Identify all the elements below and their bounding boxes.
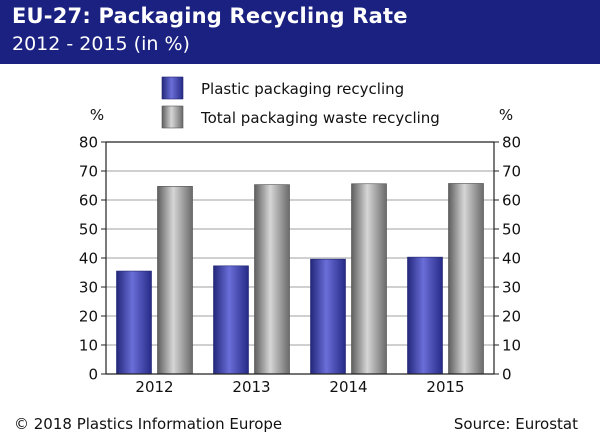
x-tick-label: 2013	[232, 378, 270, 396]
y-tick-label-left: 70	[79, 163, 98, 181]
bar-plastic-packaging	[407, 256, 443, 375]
y-tick-label-left: 0	[88, 366, 98, 384]
y-tick-label-right: 10	[502, 337, 521, 355]
x-tick-label: 2014	[329, 378, 367, 396]
y-tick-label-left: 30	[79, 279, 98, 297]
legend-label-plastic: Plastic packaging recycling	[201, 80, 404, 98]
chart-subtitle: 2012 - 2015 (in %)	[12, 33, 190, 55]
y-tick-label-right: 70	[502, 163, 521, 181]
y-tick-label-right: 40	[502, 250, 521, 268]
y-tick-label-left: 50	[79, 221, 98, 239]
x-tick-label: 2012	[135, 378, 173, 396]
title-bar: EU-27: Packaging Recycling Rate 2012 - 2…	[0, 0, 600, 64]
legend: Plastic packaging recycling Total packag…	[161, 76, 440, 129]
source-text: Source: Eurostat	[453, 415, 578, 433]
y-axis-unit-left: %	[90, 106, 104, 124]
y-tick-label-right: 20	[502, 308, 521, 326]
legend-swatch-total	[161, 105, 184, 129]
x-tick-label: 2015	[426, 378, 464, 396]
y-tick-label-left: 10	[79, 337, 98, 355]
y-tick-label-right: 80	[502, 134, 521, 152]
chart-title: EU-27: Packaging Recycling Rate	[12, 4, 408, 28]
y-tick-label-left: 40	[79, 250, 98, 268]
legend-swatch-plastic	[161, 76, 184, 100]
y-tick-label-left: 60	[79, 192, 98, 210]
y-tick-label-right: 50	[502, 221, 521, 239]
plot-area: 0 0 10 10 20 20 30 30 40 40 50 50 60 60 70 70 80 80 2012 20…	[79, 134, 521, 397]
y-tick-label-left: 80	[79, 134, 98, 152]
copyright-text: © 2018 Plastics Information Europe	[14, 415, 283, 433]
y-axis-unit-right: %	[499, 106, 513, 124]
bar-plastic-packaging	[116, 270, 152, 375]
bar-total-packaging	[448, 183, 484, 375]
bar-total-packaging	[254, 184, 290, 375]
y-tick-label-right: 0	[502, 366, 512, 384]
y-tick-label-left: 20	[79, 308, 98, 326]
y-tick-label-right: 30	[502, 279, 521, 297]
bar-total-packaging	[351, 183, 387, 375]
legend-label-total: Total packaging waste recycling	[200, 109, 440, 127]
bar-plastic-packaging	[213, 265, 249, 375]
bar-plastic-packaging	[310, 258, 346, 375]
y-tick-label-right: 60	[502, 192, 521, 210]
bar-total-packaging	[157, 186, 193, 375]
